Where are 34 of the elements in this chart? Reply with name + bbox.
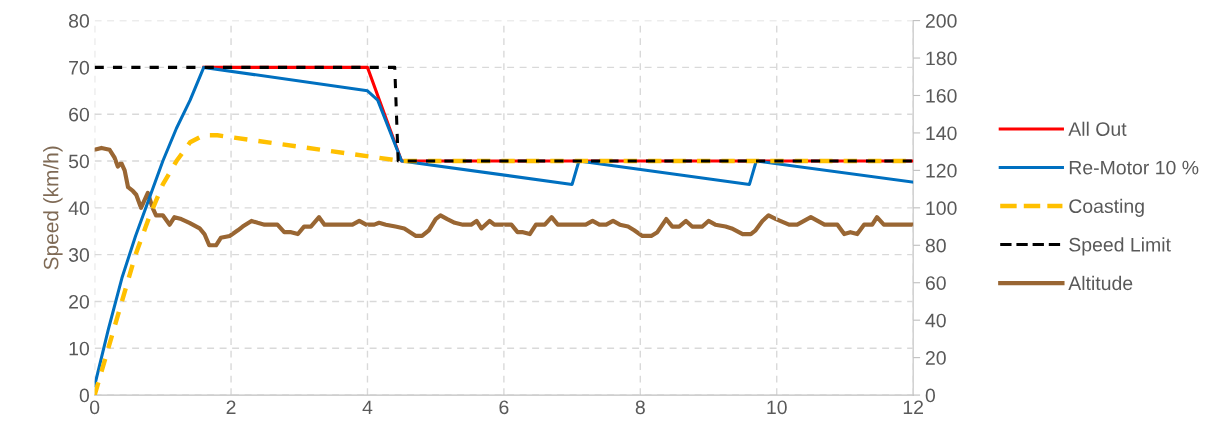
y2-tick-label: 20 [925,351,946,365]
y-tick-label: 40 [68,201,90,216]
y-tick-label: 80 [68,14,90,28]
y-tick-label: 0 [79,388,90,403]
x-tick-label: 6 [499,400,509,415]
y-tick-label: 20 [69,294,90,309]
y2-tick-label: 0 [925,388,936,403]
legend-label: Speed Limit [1069,237,1171,256]
y2-tick-label: 180 [926,51,957,66]
y-tick-label: 50 [68,154,90,169]
y-tick-label: 10 [69,341,90,356]
y2-tick-label: 160 [926,88,957,103]
legend-label: Coasting [1069,198,1144,217]
x-tick-label: 8 [635,400,645,415]
y2-tick-label: 40 [925,313,946,328]
y-axis-title: Speed (km/h) [43,146,63,270]
legend-label: All Out [1068,121,1127,136]
y-tick-label: 30 [68,248,90,262]
x-tick-label: 0 [89,400,100,415]
legend-label: Re-Motor 10 % [1069,160,1199,175]
x-tick-label: 12 [903,400,923,415]
y-tick-label: 60 [69,107,90,122]
x-tick-label: 2 [226,400,236,415]
y2-tick-label: 100 [926,201,957,216]
y2-tick-label: 60 [925,276,946,290]
x-tick-label: 10 [767,400,787,415]
y2-tick-label: 80 [925,238,946,253]
x-tick-label: 4 [362,400,373,415]
y-tick-label: 70 [69,60,90,75]
y2-tick-label: 140 [926,126,957,141]
line-series [94,145,914,248]
legend-label: Altitude [1068,275,1133,291]
y2-tick-label: 200 [925,14,957,28]
y2-tick-label: 120 [926,163,957,178]
